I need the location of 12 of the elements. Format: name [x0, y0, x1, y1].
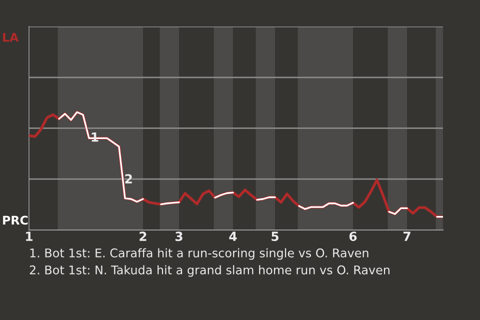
- x-tick-label: 5: [272, 232, 278, 242]
- x-tick-label: 1: [26, 232, 32, 241]
- text: 2. Bot 1st: N. Takuda hit a grand slam home run vs O. Raven: [30, 265, 390, 277]
- annotation: 2: [125, 174, 132, 184]
- text: PRC: [3, 216, 28, 225]
- x-tick-label: 2: [140, 232, 146, 241]
- x-tick-label: 4: [229, 232, 237, 241]
- x-tick-label: 6: [349, 232, 357, 242]
- x-tick-label: 3: [175, 232, 182, 242]
- text: LA: [3, 32, 19, 42]
- text: 1. Bot 1st: E. Caraffa hit a run-scoring single vs O. Raven: [30, 248, 368, 260]
- x-tick-label: 7: [403, 232, 410, 241]
